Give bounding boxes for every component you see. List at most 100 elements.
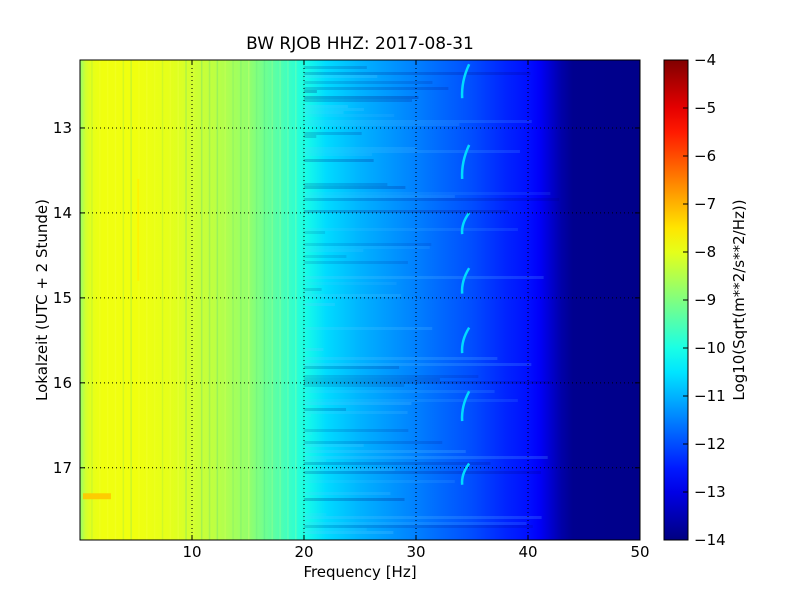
texture-band: [304, 105, 348, 108]
y-tick-label: 14: [53, 204, 72, 222]
texture-band: [304, 231, 326, 234]
texture-band: [304, 123, 460, 126]
texture-band: [304, 99, 412, 102]
colorbar-tick-label: −10: [694, 339, 726, 357]
x-axis-label: Frequency [Hz]: [303, 563, 416, 581]
texture-band: [304, 183, 388, 186]
texture-streak: [208, 60, 211, 540]
texture-band: [304, 198, 560, 201]
texture-band: [304, 471, 542, 474]
texture-band: [304, 213, 311, 216]
y-axis-label: Lokalzeit (UTC + 2 Stunde): [33, 199, 51, 401]
texture-band: [304, 303, 335, 306]
texture-band: [304, 513, 327, 516]
tone-segment: [460, 326, 471, 354]
texture-band: [304, 81, 433, 84]
texture-band: [304, 522, 527, 525]
y-tick-label: 16: [53, 374, 72, 392]
spectrogram-background: [80, 60, 640, 540]
texture-band: [304, 228, 518, 231]
x-tick-label: 50: [630, 543, 649, 561]
texture-band: [304, 402, 412, 405]
plot-area: [80, 60, 640, 540]
texture-band: [304, 429, 409, 432]
tone-segment: [460, 144, 471, 180]
colorbar-tick-label: −14: [694, 531, 726, 549]
colorbar-tick-label: −9: [694, 291, 716, 309]
texture-band: [304, 432, 313, 435]
tone-segment: [460, 63, 471, 99]
texture-band: [304, 282, 397, 285]
texture-band: [304, 96, 419, 99]
chart-title: BW RJOB HHZ: 2017-08-31: [246, 34, 474, 54]
texture-band: [304, 441, 443, 444]
texture-streak: [232, 60, 234, 540]
texture-streak: [169, 60, 172, 540]
texture-band: [304, 357, 498, 360]
texture-streak: [130, 60, 132, 540]
texture-band: [304, 381, 552, 384]
texture-band: [304, 210, 509, 213]
texture-band: [304, 135, 317, 138]
tone-segment: [460, 267, 471, 294]
texture-band: [304, 516, 542, 519]
texture-band: [304, 111, 344, 114]
texture-band: [304, 108, 364, 111]
texture-band: [304, 450, 466, 453]
texture-band: [304, 363, 532, 366]
texture-band: [304, 294, 402, 297]
texture-band: [304, 114, 395, 117]
tone-segment: [460, 212, 471, 235]
transient-mark: [82, 493, 111, 500]
texture-band: [304, 147, 417, 150]
texture-streak: [216, 60, 219, 540]
plot-frame: [79, 59, 641, 541]
x-tick-label: 40: [518, 543, 537, 561]
texture-band: [304, 255, 347, 258]
texture-streak: [248, 60, 250, 540]
narrow-line-mark: [137, 178, 140, 281]
colorbar-label: Log10(Sqrt(m**2/s**2/Hz)): [730, 199, 748, 400]
texture-band: [304, 186, 406, 189]
texture-band: [304, 498, 405, 501]
colorbar-tick-label: −8: [694, 243, 716, 261]
texture-band: [304, 66, 367, 69]
texture-band: [304, 75, 378, 78]
texture-band: [304, 153, 373, 156]
texture-band: [304, 327, 433, 330]
texture-streak: [153, 60, 156, 540]
texture-band: [304, 246, 430, 249]
texture-band: [304, 192, 551, 195]
texture-band: [304, 348, 324, 351]
texture-band: [304, 480, 455, 483]
y-tick-label: 15: [53, 289, 72, 307]
x-axis: 10 20 30 40 50: [182, 60, 650, 561]
texture-band: [304, 459, 327, 462]
texture-band: [304, 120, 532, 123]
texture-streak: [271, 60, 274, 540]
grid-lines: [80, 60, 640, 540]
texture-streak: [279, 60, 281, 540]
x-tick-label: 10: [182, 543, 201, 561]
texture-band: [304, 456, 548, 459]
texture-band: [304, 468, 395, 471]
x-tick-label: 30: [406, 543, 425, 561]
texture-streak: [106, 60, 109, 540]
texture-band: [304, 90, 317, 93]
texture-band: [304, 159, 374, 162]
texture-band: [304, 261, 408, 264]
colorbar-tick-label: −6: [694, 147, 716, 165]
texture-band: [304, 291, 312, 294]
texture-band: [304, 384, 405, 387]
colorbar-tick-label: −12: [694, 435, 726, 453]
x-tick-label: 20: [294, 543, 313, 561]
texture-streak: [200, 60, 203, 540]
texture-streak: [185, 60, 187, 540]
texture-band: [304, 276, 544, 279]
texture-band: [304, 150, 520, 153]
texture-streak: [224, 60, 226, 540]
texture-band: [304, 390, 495, 393]
colorbar-tick-label: −7: [694, 195, 716, 213]
texture-band: [304, 408, 347, 411]
